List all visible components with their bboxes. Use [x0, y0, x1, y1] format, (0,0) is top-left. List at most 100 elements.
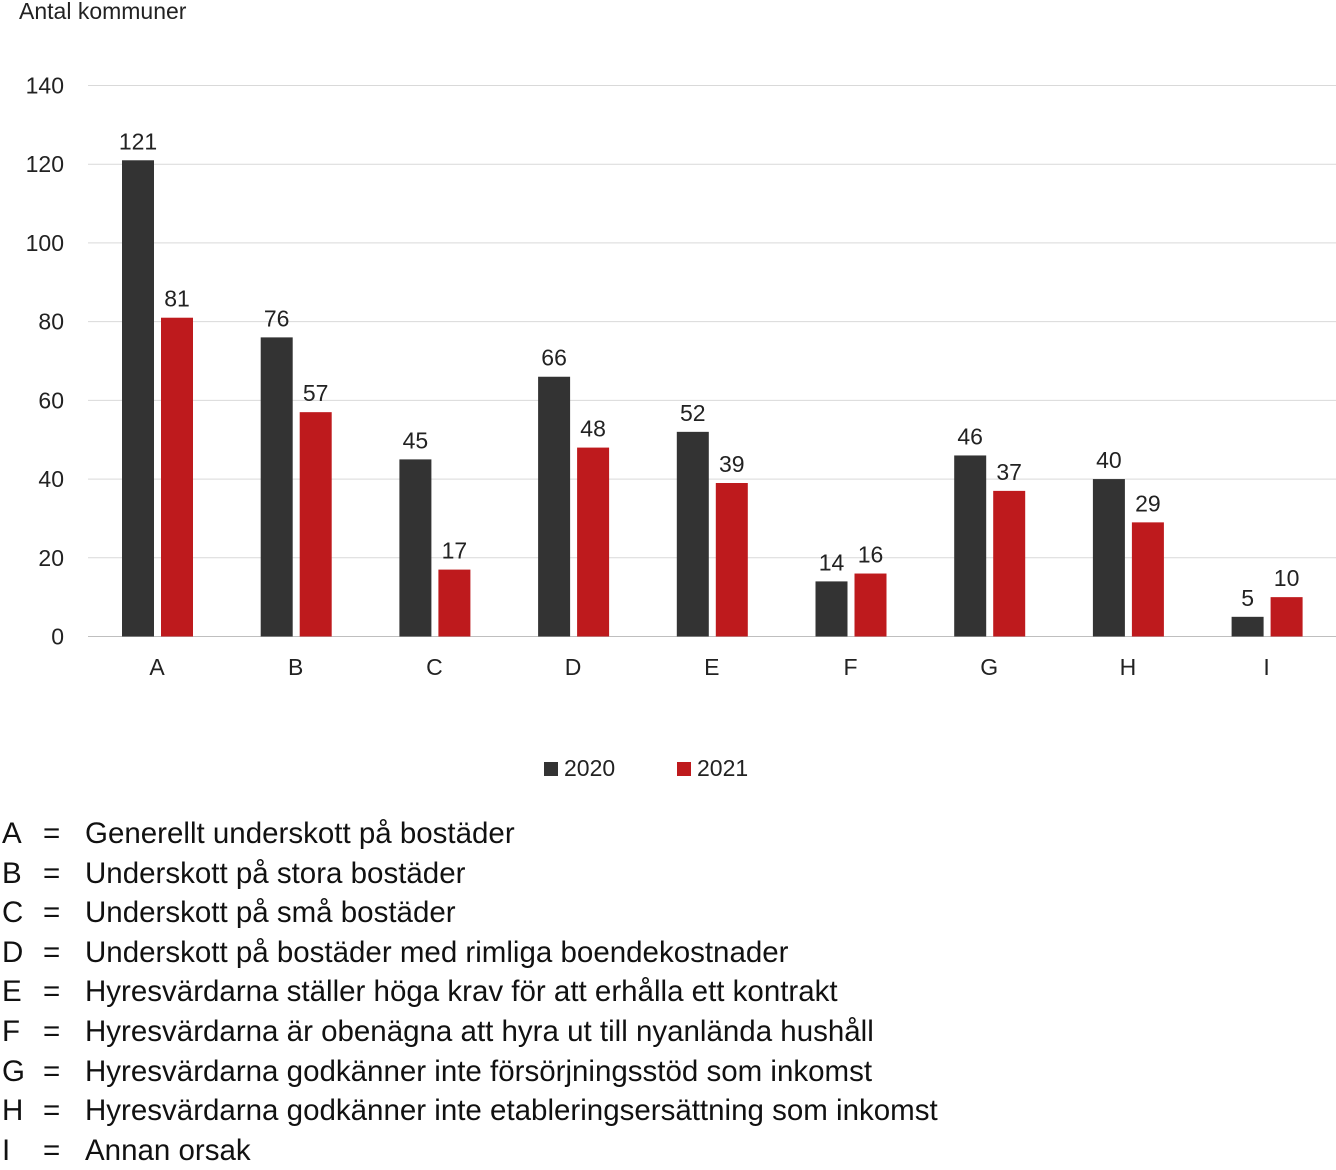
key-letter: D — [2, 935, 24, 969]
key-letter: E — [2, 975, 22, 1009]
x-tick-label: A — [149, 654, 165, 680]
bar-c-2021 — [438, 569, 471, 637]
key-description: Hyresvärdarna är obenägna att hyra ut ti… — [85, 1014, 874, 1048]
key-equals: = — [43, 896, 61, 930]
y-tick-label: 120 — [26, 151, 64, 177]
key-row-a: A = Generellt underskott på bostäder — [0, 814, 1336, 854]
key-row-d: D = Underskott på bostäder med rimliga b… — [0, 933, 1336, 973]
x-tick-label: D — [565, 654, 582, 680]
legend-item-2020: 2020 — [544, 755, 615, 782]
y-tick-label: 40 — [38, 466, 64, 492]
data-label: 76 — [264, 305, 290, 331]
data-label: 81 — [164, 286, 190, 312]
key-letter: C — [2, 896, 24, 930]
x-tick-label: H — [1120, 654, 1137, 680]
key-description: Underskott på bostäder med rimliga boend… — [85, 935, 789, 969]
bar-e-2021 — [715, 483, 748, 637]
key-equals: = — [43, 1094, 61, 1128]
key-row-b: B = Underskott på stora bostäder — [0, 854, 1336, 894]
data-label: 10 — [1274, 565, 1300, 591]
key-equals: = — [43, 817, 61, 850]
key-letter: A — [2, 817, 22, 850]
bar-a-2021 — [161, 317, 193, 637]
key-description: Generellt underskott på bostäder — [85, 817, 515, 850]
legend-label-2020: 2020 — [564, 755, 616, 781]
bar-b-2020 — [260, 337, 293, 637]
chart-canvas: Antal kommuner 0 20 40 60 80 100 120 140 121 81 A 76… — [19, 0, 1336, 680]
y-tick-label: 20 — [38, 545, 64, 571]
data-label: 45 — [403, 427, 429, 453]
chart-legend: 2020 2021 — [0, 755, 1336, 783]
data-label: 39 — [719, 451, 745, 477]
x-tick-label: C — [426, 654, 443, 680]
data-label: 16 — [858, 542, 884, 568]
key-equals: = — [43, 935, 61, 969]
data-label: 40 — [1096, 447, 1122, 473]
key-description: Hyresvärdarna godkänner inte etablerings… — [85, 1094, 938, 1128]
key-equals: = — [43, 1133, 61, 1167]
bar-f-2020 — [815, 581, 848, 637]
key-row-c: C = Underskott på små bostäder — [0, 893, 1336, 933]
data-label: 14 — [819, 549, 845, 575]
bar-c-2020 — [399, 459, 432, 637]
data-label: 46 — [957, 423, 983, 449]
x-tick-label: G — [980, 654, 998, 680]
bar-h-2020 — [1092, 479, 1125, 637]
data-label: 5 — [1241, 585, 1254, 611]
key-description: Annan orsak — [85, 1133, 251, 1167]
legend-label-2021: 2021 — [697, 755, 749, 781]
y-axis-title: Antal kommuner — [19, 0, 187, 24]
key-letter: G — [2, 1054, 25, 1088]
x-tick-label: F — [843, 654, 857, 680]
key-description: Underskott på små bostäder — [85, 896, 456, 930]
bar-d-2021 — [577, 447, 610, 637]
x-tick-label: I — [1263, 654, 1269, 680]
key-description: Underskott på stora bostäder — [85, 856, 466, 890]
key-row-h: H = Hyresvärdarna godkänner inte etabler… — [0, 1091, 1336, 1131]
key-letter: B — [2, 856, 22, 890]
y-tick-label: 80 — [38, 309, 64, 335]
key-row-g: G = Hyresvärdarna godkänner inte försörj… — [0, 1052, 1336, 1092]
data-label: 29 — [1135, 490, 1161, 516]
y-tick-label: 140 — [26, 73, 64, 99]
bar-f-2021 — [854, 573, 887, 637]
y-tick-label: 60 — [38, 387, 64, 413]
key-row-i: I = Annan orsak — [0, 1131, 1336, 1170]
key-equals: = — [43, 856, 61, 890]
bar-chart: Antal kommuner 0 20 40 60 80 100 120 140 121 81 A 76… — [19, 0, 1336, 680]
bar-a-2020 — [122, 160, 154, 637]
bar-i-2021 — [1270, 597, 1303, 637]
legend-swatch-2020 — [544, 761, 558, 776]
bar-d-2020 — [538, 376, 571, 637]
data-label: 121 — [119, 128, 157, 154]
key-row-e: E = Hyresvärdarna ställer höga krav för … — [0, 972, 1336, 1012]
data-label: 17 — [442, 538, 468, 564]
legend-swatch-2021 — [677, 761, 691, 776]
key-equals: = — [43, 1054, 61, 1088]
x-tick-label: E — [704, 654, 719, 680]
bar-g-2021 — [993, 490, 1026, 637]
data-label: 48 — [580, 416, 606, 442]
category-key-list: A = Generellt underskott på bostäder B =… — [0, 814, 1336, 1170]
key-letter: H — [2, 1094, 24, 1128]
data-label: 57 — [303, 380, 329, 406]
x-tick-label: B — [288, 654, 303, 680]
legend-item-2021: 2021 — [677, 755, 748, 782]
key-equals: = — [43, 1014, 61, 1048]
bar-g-2020 — [954, 455, 987, 637]
y-tick-label: 0 — [51, 624, 64, 650]
y-tick-label: 100 — [26, 230, 64, 256]
key-letter: F — [2, 1014, 21, 1048]
key-equals: = — [43, 975, 61, 1009]
data-label: 52 — [680, 400, 706, 426]
bar-e-2020 — [676, 431, 709, 637]
key-letter: I — [2, 1133, 11, 1167]
key-description: Hyresvärdarna godkänner inte försörjning… — [85, 1054, 873, 1088]
bar-b-2021 — [299, 412, 332, 637]
bar-h-2021 — [1131, 522, 1164, 637]
key-row-f: F = Hyresvärdarna är obenägna att hyra u… — [0, 1012, 1336, 1052]
data-label: 37 — [996, 459, 1022, 485]
key-description: Hyresvärdarna ställer höga krav för att … — [85, 975, 838, 1009]
bar-i-2020 — [1231, 616, 1264, 637]
data-label: 66 — [541, 345, 567, 371]
